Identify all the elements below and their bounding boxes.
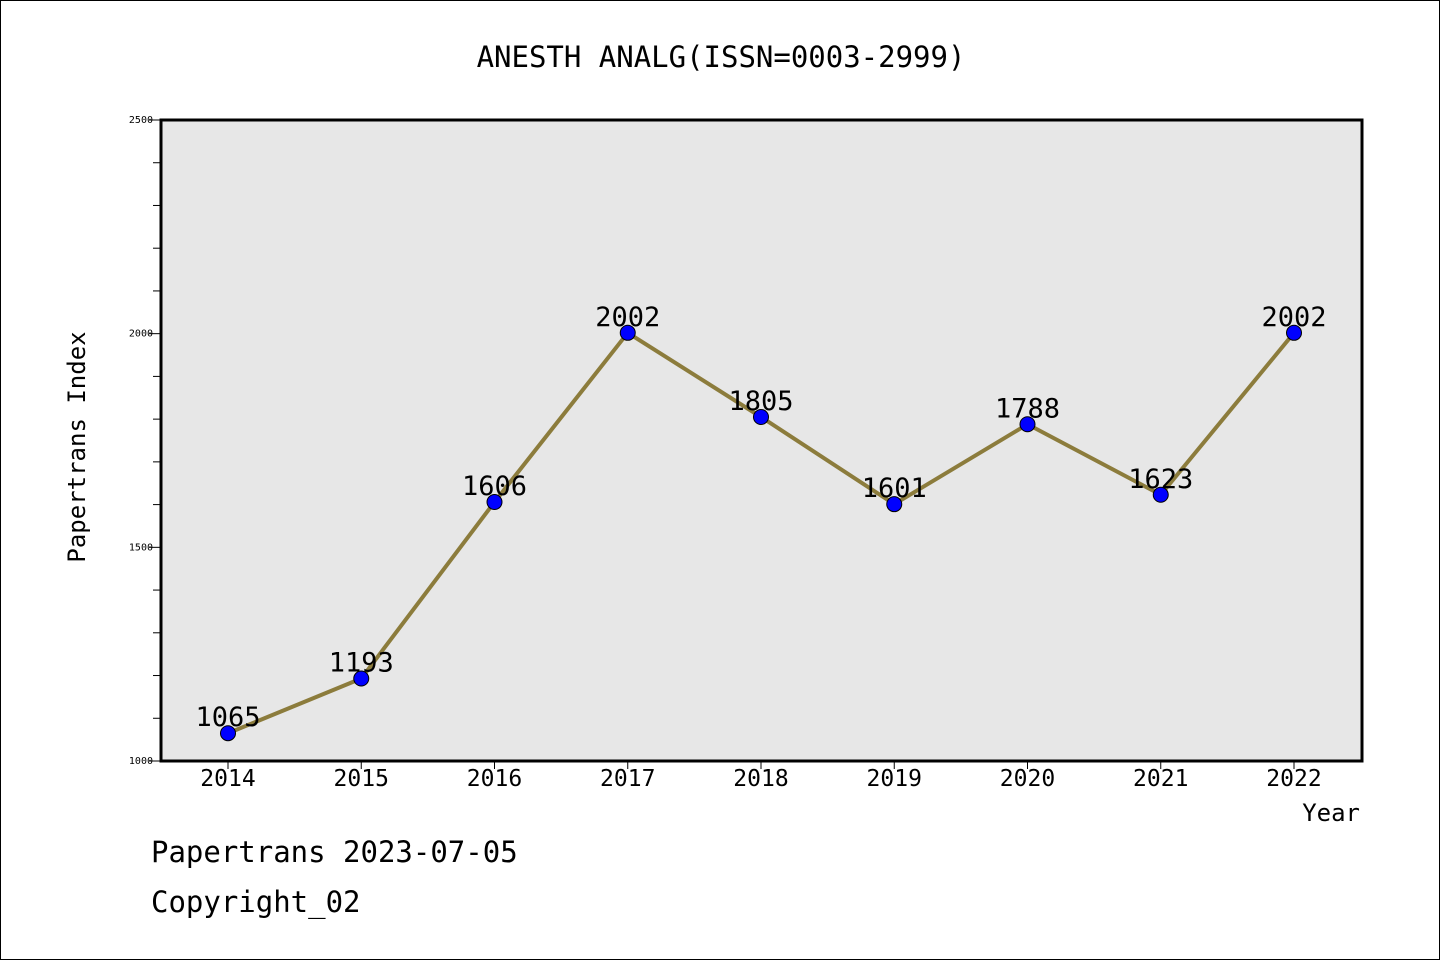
footer-date: Papertrans 2023-07-05: [151, 835, 518, 869]
data-point: [1019, 416, 1036, 433]
chart-title: ANESTH ANALG(ISSN=0003-2999): [477, 40, 966, 74]
y-axis-label: Papertrans Index: [63, 331, 91, 562]
y-tick-label: 1500: [129, 542, 153, 553]
x-tick-label: 2016: [467, 766, 522, 792]
y-tick-label: 2000: [129, 329, 153, 340]
data-label: 2002: [595, 302, 660, 333]
data-label: 1805: [728, 386, 793, 417]
x-axis: 2014 2015 2016 2017 2018 2019 2020 2021 2022: [200, 761, 1322, 792]
x-tick-label: 2021: [1133, 766, 1188, 792]
x-tick-label: 2015: [334, 766, 389, 792]
x-tick-label: 2018: [733, 766, 788, 792]
y-tick-label: 2500: [129, 115, 153, 126]
y-axis: 1000 1500 2000 2500: [129, 115, 161, 767]
x-tick-label: 2014: [200, 766, 255, 792]
data-points: [220, 324, 1302, 742]
data-label: 1065: [195, 702, 260, 733]
data-point: [619, 324, 636, 341]
data-label: 1623: [1128, 464, 1193, 495]
data-labels: 1065 1193 1606 2002 1805 1601 1788 1623 2002: [195, 302, 1326, 733]
data-point: [220, 725, 236, 742]
data-point: [353, 670, 370, 687]
data-label: 1601: [862, 473, 927, 504]
data-label: 1606: [462, 471, 527, 502]
plot-area: [159, 118, 1364, 763]
x-tick-label: 2019: [867, 766, 922, 792]
data-point: [886, 496, 903, 513]
data-point: [1286, 324, 1302, 341]
x-tick-label: 2017: [600, 766, 655, 792]
data-point: [486, 494, 503, 511]
data-point: [1152, 486, 1169, 503]
y-tick-label: 1000: [129, 756, 153, 767]
data-point: [753, 408, 769, 425]
x-axis-label: Year: [1302, 799, 1360, 827]
footer-copyright: Copyright_02: [151, 885, 361, 919]
x-tick-label: 2022: [1266, 766, 1321, 792]
data-label: 1788: [995, 393, 1060, 424]
x-tick-label: 2020: [1000, 766, 1055, 792]
data-label: 2002: [1261, 302, 1326, 333]
data-label: 1193: [329, 648, 394, 679]
